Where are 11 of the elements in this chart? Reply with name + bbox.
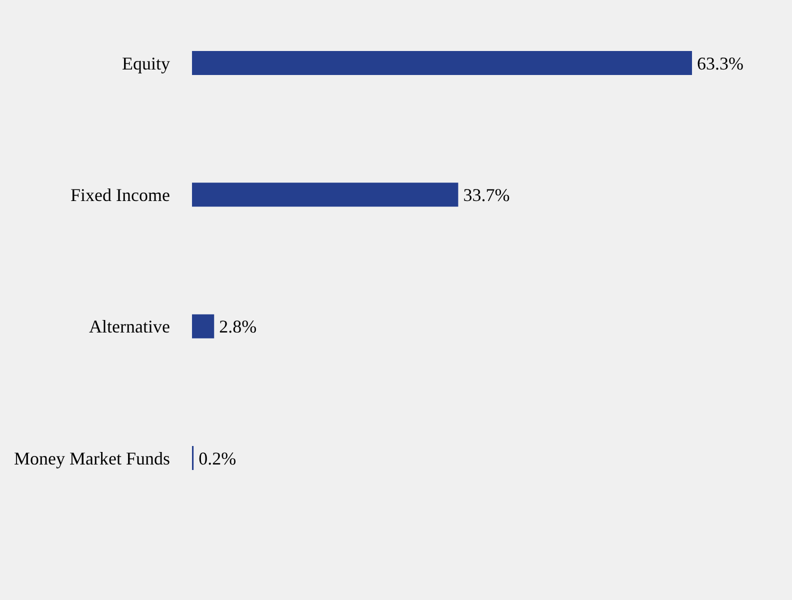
bar: [192, 314, 214, 338]
y-tick-label: Money Market Funds: [14, 448, 170, 468]
y-tick-label: Alternative: [89, 316, 170, 337]
bar: [192, 51, 692, 75]
bar: [192, 182, 458, 207]
y-tick-label: Fixed Income: [70, 184, 170, 205]
data-label: 0.2%: [198, 448, 236, 468]
data-label: 2.8%: [219, 316, 257, 337]
data-label: 33.7%: [463, 184, 510, 205]
data-label: 63.3%: [697, 53, 744, 74]
y-tick-label: Equity: [122, 53, 170, 74]
